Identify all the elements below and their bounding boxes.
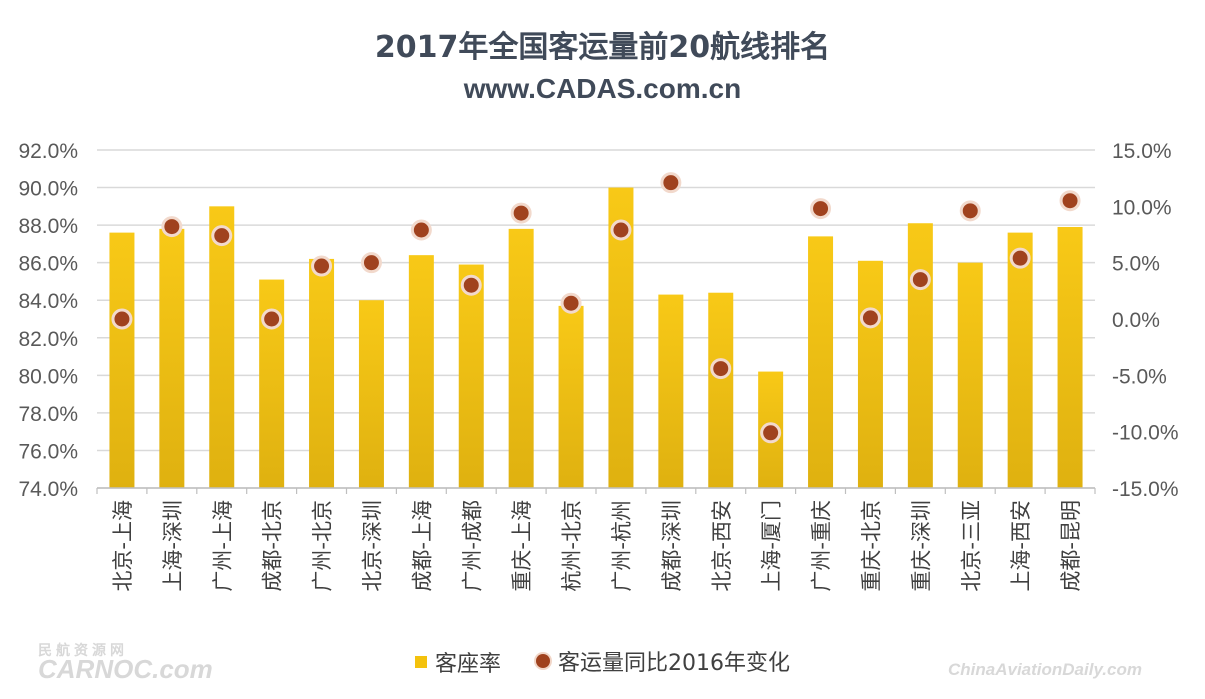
bar xyxy=(658,294,684,488)
y-right-tick-label: 10.0% xyxy=(1112,196,1172,219)
x-category-label: 重庆-深圳 xyxy=(909,500,933,592)
dot xyxy=(111,308,133,330)
x-category-label: 北京-三亚 xyxy=(959,500,983,592)
legend-item-dot: 客运量同比2016年变化 xyxy=(536,645,790,677)
dot xyxy=(311,255,333,277)
bar xyxy=(708,292,734,488)
bar xyxy=(1057,226,1083,488)
x-category-label: 上海-西安 xyxy=(1009,500,1033,592)
x-category-label: 北京-深圳 xyxy=(360,500,384,592)
bar xyxy=(558,305,584,488)
dot xyxy=(760,422,782,444)
watermark-chinaaviationdaily: ChinaAviationDaily.com xyxy=(948,660,1142,679)
dot xyxy=(710,358,732,380)
x-category-label: 重庆-上海 xyxy=(510,500,534,592)
y-right-tick-label: -15.0% xyxy=(1112,478,1179,501)
legend-item-bar: 客座率 xyxy=(414,646,501,678)
bar xyxy=(458,264,484,488)
y-left-tick-label: 82.0% xyxy=(18,328,78,351)
dot xyxy=(211,225,233,247)
dot xyxy=(859,307,881,329)
y-right-tick-label: -10.0% xyxy=(1112,422,1179,445)
legend-bar-swatch xyxy=(414,656,427,668)
y-left-tick-label: 80.0% xyxy=(18,365,78,388)
x-category-label: 成都-深圳 xyxy=(660,500,684,592)
bar xyxy=(857,260,883,488)
chart-subtitle: www.CADAS.com.cn xyxy=(463,73,742,104)
x-category-label: 广州-上海 xyxy=(211,500,235,592)
x-category-label: 广州-北京 xyxy=(311,500,335,592)
dot xyxy=(261,308,283,330)
bar xyxy=(907,223,933,488)
y-left-tick-label: 74.0% xyxy=(18,478,78,501)
x-category-label: 成都-北京 xyxy=(261,500,285,592)
dot xyxy=(410,219,432,241)
x-category-label: 广州-杭州 xyxy=(610,500,634,592)
y-left-tick-label: 88.0% xyxy=(18,215,78,238)
dot xyxy=(360,252,382,274)
dot xyxy=(1059,190,1081,212)
dot xyxy=(161,216,183,238)
dot xyxy=(510,202,532,224)
bar xyxy=(358,300,384,488)
watermark-carnoc-cn: 民航资源网 xyxy=(38,642,128,658)
y-left-tick-label: 92.0% xyxy=(18,140,78,163)
legend-bar-label: 客座率 xyxy=(434,652,501,677)
dot xyxy=(660,172,682,194)
x-category-label: 重庆-北京 xyxy=(859,500,883,592)
x-category-label: 北京-上海 xyxy=(111,500,135,592)
legend-dot-label: 客运量同比2016年变化 xyxy=(558,651,790,676)
watermark-carnoc: CARNOC.com xyxy=(38,654,213,684)
chart-title: 2017年全国客运量前20航线排名 xyxy=(374,30,831,65)
x-category-label: 成都-上海 xyxy=(410,500,434,592)
y-left-tick-label: 78.0% xyxy=(18,403,78,426)
dot xyxy=(560,292,582,314)
y-left-tick-label: 90.0% xyxy=(18,178,78,201)
y-right-tick-label: -5.0% xyxy=(1112,365,1167,388)
y-left-tick-label: 86.0% xyxy=(18,253,78,276)
x-category-label: 上海-深圳 xyxy=(161,500,185,592)
y-left-tick-label: 84.0% xyxy=(18,290,78,313)
x-category-label: 北京-西安 xyxy=(710,500,734,592)
x-category-label: 广州-成都 xyxy=(460,500,484,592)
bar xyxy=(1007,232,1033,488)
bar xyxy=(808,236,834,488)
dot xyxy=(909,269,931,291)
bar xyxy=(109,232,135,488)
x-category-label: 上海-厦门 xyxy=(760,500,784,592)
bar xyxy=(957,262,983,488)
x-category-label: 杭州-北京 xyxy=(560,500,584,592)
bar xyxy=(209,206,235,489)
x-category-label: 广州-重庆 xyxy=(810,500,834,592)
bar xyxy=(508,228,534,488)
y-right-tick-label: 15.0% xyxy=(1112,140,1172,163)
dot xyxy=(460,274,482,296)
dot xyxy=(1009,247,1031,269)
y-right-tick-label: 0.0% xyxy=(1112,309,1160,332)
dot xyxy=(810,198,832,220)
x-category-label: 成都-昆明 xyxy=(1059,500,1083,592)
legend: 客座率 客运量同比2016年变化 xyxy=(0,645,1205,678)
legend-dot-swatch xyxy=(536,654,550,668)
dot xyxy=(610,219,632,241)
bar xyxy=(408,255,434,488)
y-left-tick-label: 76.0% xyxy=(18,440,78,463)
y-right-tick-label: 5.0% xyxy=(1112,253,1160,276)
bar xyxy=(309,258,335,488)
bar xyxy=(159,228,185,488)
dot xyxy=(959,200,981,222)
